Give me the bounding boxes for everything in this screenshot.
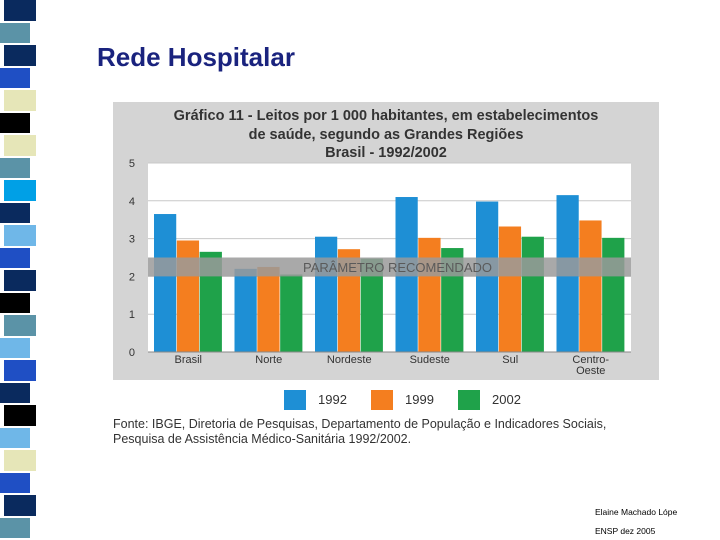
- bar-1992-norte: [234, 268, 257, 352]
- bar-2002-sul: [521, 236, 544, 352]
- x-tick-label: Oeste: [576, 365, 605, 377]
- y-tick-label: 4: [129, 196, 135, 208]
- legend-swatch-1992: [284, 390, 306, 410]
- strip-block: [4, 405, 36, 426]
- bar-1999-norte: [257, 266, 280, 352]
- strip-block: [0, 22, 30, 43]
- strip-block: [0, 292, 30, 313]
- strip-block: [0, 472, 30, 493]
- author-credit: Elaine Machado Lópe: [595, 507, 678, 517]
- legend-label-1999: 1999: [405, 392, 434, 407]
- x-tick-label: Norte: [255, 354, 282, 366]
- bar-1999-sul: [498, 226, 522, 352]
- bar-2002-centro-oeste: [602, 237, 625, 352]
- x-tick-label: Brasil: [174, 354, 202, 366]
- chart-title-line-3: Brasil - 1992/2002: [325, 145, 447, 161]
- legend-swatch-2002: [458, 390, 480, 410]
- bar-1992-nordeste: [315, 236, 338, 352]
- strip-block: [4, 90, 36, 111]
- strip-block: [0, 247, 30, 268]
- bar-2002-brasil: [199, 251, 222, 352]
- strip-block: [0, 67, 30, 88]
- strip-block: [0, 337, 30, 358]
- bar-1992-sul: [476, 201, 499, 352]
- bar-2002-norte: [280, 274, 303, 352]
- strip-block: [0, 157, 30, 178]
- y-tick-label: 2: [129, 271, 135, 283]
- chart-title-line-2: de saúde, segundo as Grandes Regiões: [248, 127, 524, 143]
- chart-legend: 1992 1999 2002: [280, 388, 660, 412]
- slide-title: Rede Hospitalar: [97, 42, 295, 72]
- x-tick-label: Centro-: [572, 354, 609, 366]
- x-tick-label: Sul: [502, 354, 518, 366]
- strip-block: [0, 427, 30, 448]
- source-line-1: Fonte: IBGE, Diretoria de Pesquisas, Dep…: [113, 417, 607, 431]
- legend-label-1992: 1992: [318, 392, 347, 407]
- strip-block: [4, 0, 36, 21]
- strip-block: [4, 45, 36, 66]
- event-credit: ENSP dez 2005: [595, 526, 656, 536]
- bar-1992-brasil: [154, 214, 177, 352]
- legend-swatch-1999: [371, 390, 393, 410]
- y-tick-label: 1: [129, 309, 135, 321]
- chart-title-line-1: Gráfico 11 - Leitos por 1 000 habitantes…: [173, 108, 599, 124]
- strip-block: [4, 135, 36, 156]
- strip-block: [4, 180, 36, 201]
- strip-block: [4, 315, 36, 336]
- strip-block: [0, 382, 30, 403]
- strip-block: [4, 450, 36, 471]
- chart-source: Fonte: IBGE, Diretoria de Pesquisas, Dep…: [113, 417, 673, 447]
- bar-chart: 0 1 2 3 4 5 PARÂMETRO RECOMENDADO Brasil Norte No…: [129, 158, 631, 377]
- bar-1999-centro-oeste: [579, 220, 602, 352]
- bar-2002-nordeste: [360, 258, 383, 352]
- reference-band: [148, 257, 631, 277]
- strip-block: [4, 225, 36, 246]
- y-tick-label: 3: [129, 234, 135, 246]
- x-tick-label: Sudeste: [410, 354, 450, 366]
- strip-block: [4, 270, 36, 291]
- strip-block: [0, 112, 30, 133]
- x-tick-label: Nordeste: [327, 354, 372, 366]
- reference-band-label: PARÂMETRO RECOMENDADO: [303, 260, 492, 275]
- bar-1999-brasil: [176, 240, 200, 352]
- decorative-side-strip: [0, 0, 68, 540]
- bar-1999-sudeste: [418, 237, 441, 352]
- legend-label-2002: 2002: [492, 392, 521, 407]
- source-line-2: Pesquisa de Assistência Médico-Sanitária…: [113, 432, 412, 446]
- strip-block: [4, 360, 36, 381]
- strip-block: [4, 495, 36, 516]
- strip-block: [0, 517, 30, 538]
- y-tick-label: 0: [129, 347, 135, 359]
- y-tick-label: 5: [129, 158, 135, 170]
- strip-block: [0, 202, 30, 223]
